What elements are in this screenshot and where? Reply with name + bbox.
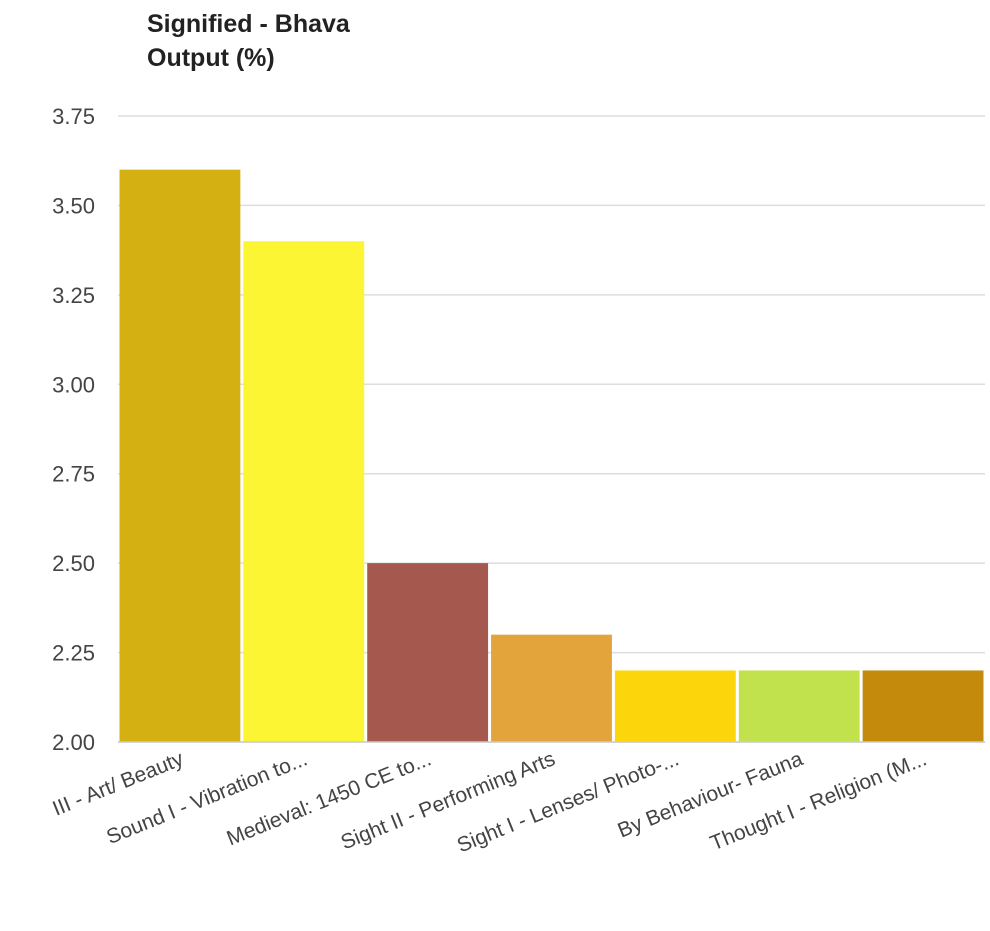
bar xyxy=(367,563,489,742)
y-tick-label: 2.25 xyxy=(52,641,95,666)
y-axis-label: Output (%) xyxy=(147,44,275,72)
y-tick-label: 3.75 xyxy=(52,104,95,129)
y-tick-label: 2.50 xyxy=(52,551,95,576)
x-tick-label: Sound I - Vibration to... xyxy=(103,747,310,849)
y-tick-label: 3.25 xyxy=(52,283,95,308)
bar xyxy=(119,169,241,742)
x-tick-label: Thought I - Religion (M... xyxy=(707,747,930,855)
x-tick-label: Sight I - Lenses/ Photo-... xyxy=(454,747,682,857)
x-tick-label: Sight II - Performing Arts xyxy=(338,747,559,854)
bar xyxy=(614,670,736,742)
chart-title: Signified - Bhava xyxy=(147,10,350,38)
y-tick-label: 3.50 xyxy=(52,193,95,218)
bar xyxy=(738,670,860,742)
y-tick-label: 2.75 xyxy=(52,462,95,487)
bar xyxy=(243,241,365,742)
bar xyxy=(491,634,612,742)
y-tick-label: 3.00 xyxy=(52,372,95,397)
y-tick-label: 2.00 xyxy=(52,730,95,755)
x-tick-label: Medieval: 1450 CE to... xyxy=(223,747,434,850)
bar xyxy=(862,670,984,742)
